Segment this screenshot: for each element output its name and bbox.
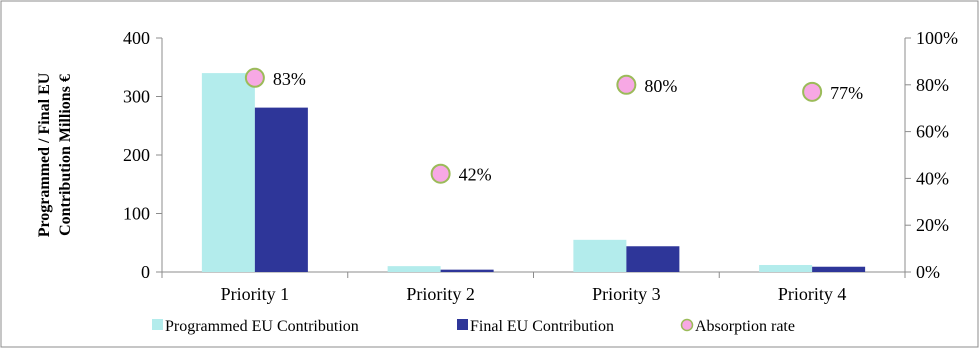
absorption-data-label: 77%	[830, 83, 863, 103]
bar-series-0-0	[201, 73, 255, 272]
plot-area: 0 100 200 300 400 0% 20% 40% 60% 80% 100% Priority …	[123, 28, 958, 304]
legend: Programmed EU Contribution Final EU Contr…	[152, 318, 795, 335]
left-axis-title-line-1: Programmed / Final EU	[36, 72, 53, 237]
right-tick-label: 40%	[916, 168, 949, 188]
absorption-marker	[802, 81, 823, 102]
left-tick-label: 100	[123, 204, 150, 224]
right-tick-label: 100%	[916, 28, 958, 48]
legend-label-0: Programmed EU Contribution	[165, 318, 359, 335]
absorption-marker	[244, 67, 265, 88]
legend-swatch-0	[152, 319, 163, 330]
absorption-data-label: 80%	[644, 76, 677, 96]
absorption-marker	[430, 163, 451, 184]
bar-series-1-1	[440, 269, 494, 272]
right-tick-label: 20%	[916, 215, 949, 235]
legend-label-2: Absorption rate	[695, 318, 795, 335]
bar-series-1-0	[254, 107, 308, 273]
left-axis-title: Programmed / Final EU Contribution Milli…	[36, 72, 74, 237]
bar-series-1-2	[626, 246, 680, 272]
left-tick-label: 300	[123, 87, 150, 107]
legend-swatch-1	[457, 319, 468, 330]
bar-series-0-1	[387, 266, 441, 272]
right-tick-label: 80%	[916, 75, 949, 95]
left-tick-label: 200	[123, 145, 150, 165]
category-label: Priority 4	[778, 284, 847, 304]
absorption-data-label: 42%	[459, 165, 492, 185]
left-tick-label: 0	[141, 262, 150, 282]
legend-label-1: Final EU Contribution	[470, 318, 614, 335]
left-axis-title-line-2: Contribution Millions €	[57, 74, 74, 236]
category-label: Priority 3	[592, 284, 661, 304]
bar-series-0-2	[573, 239, 627, 272]
left-tick-label: 400	[123, 28, 150, 48]
bar-series-0-3	[759, 264, 813, 272]
category-label: Priority 1	[221, 284, 290, 304]
absorption-marker	[616, 74, 637, 95]
legend-swatch-2	[680, 318, 694, 332]
right-tick-label: 0%	[916, 262, 940, 282]
absorption-data-label: 83%	[273, 69, 306, 89]
bar-series-1-3	[812, 266, 866, 272]
right-tick-label: 60%	[916, 122, 949, 142]
category-label: Priority 2	[406, 284, 475, 304]
